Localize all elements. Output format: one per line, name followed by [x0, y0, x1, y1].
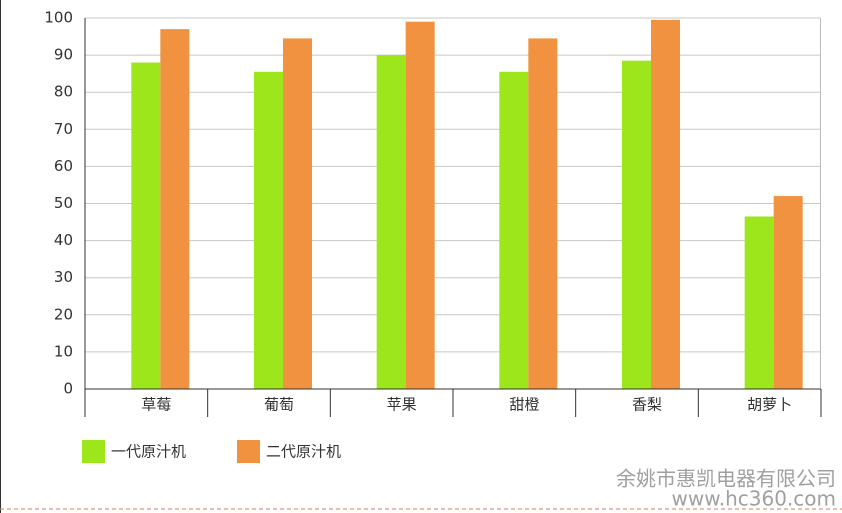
bar — [283, 38, 312, 389]
y-tick-label: 80 — [54, 83, 73, 101]
y-tick-label: 10 — [54, 342, 73, 360]
bar — [528, 38, 558, 389]
x-tick-label: 草莓 — [141, 396, 171, 414]
watermark-company: 余姚市惠凯电器有限公司 — [616, 467, 836, 491]
legend-label: 一代原汁机 — [111, 443, 186, 461]
y-tick-label: 40 — [54, 231, 73, 249]
bar — [131, 62, 161, 390]
bar — [376, 55, 406, 389]
bar — [499, 71, 529, 390]
x-tick-label: 香梨 — [632, 396, 662, 414]
y-tick-label: 70 — [54, 120, 73, 138]
legend-swatch — [82, 440, 105, 463]
x-tick-label: 葡萄 — [264, 396, 294, 414]
bar — [254, 71, 283, 390]
bar — [405, 21, 435, 390]
x-tick-label: 胡萝卜 — [747, 396, 792, 414]
y-tick-label: 50 — [54, 194, 73, 212]
bar — [651, 19, 680, 389]
watermark-site: www.hc360.com — [671, 487, 836, 511]
x-tick-label: 甜橙 — [509, 396, 539, 414]
legend-label: 二代原汁机 — [266, 443, 341, 461]
bar — [622, 60, 651, 389]
y-tick-label: 90 — [54, 46, 73, 64]
bar — [160, 29, 190, 389]
x-tick-label: 苹果 — [387, 396, 417, 414]
bar — [744, 216, 774, 389]
bar — [773, 196, 803, 389]
y-tick-label: 100 — [44, 9, 73, 27]
y-tick-label: 0 — [63, 380, 73, 398]
y-tick-label: 20 — [54, 305, 73, 323]
y-tick-label: 30 — [54, 268, 73, 286]
y-tick-label: 60 — [54, 157, 73, 175]
legend-swatch — [237, 440, 260, 463]
